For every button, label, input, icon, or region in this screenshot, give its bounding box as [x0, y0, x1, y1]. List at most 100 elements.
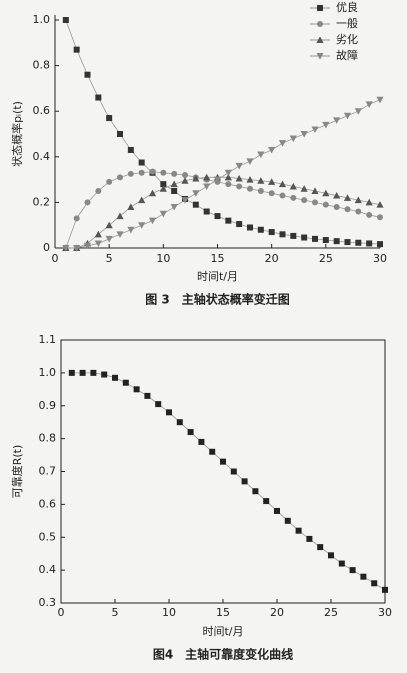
data-point [84, 199, 91, 206]
data-point [94, 230, 102, 238]
x-axis-label: 时间t/月 [197, 270, 238, 283]
data-point [278, 180, 287, 188]
data-point [236, 221, 243, 228]
data-point [360, 573, 367, 580]
data-point [247, 224, 253, 231]
data-point [171, 188, 178, 194]
series-line [65, 99, 381, 249]
data-point [300, 131, 308, 138]
data-point [365, 101, 373, 108]
x-tick-label: 30 [378, 606, 392, 619]
data-point [268, 178, 276, 185]
data-point [138, 159, 145, 166]
x-tick-label: 5 [112, 606, 119, 619]
data-point [382, 586, 388, 593]
data-point [127, 226, 135, 234]
caption: 图4 主轴可靠度变化曲线 [153, 647, 293, 662]
data-point [117, 131, 123, 137]
data-point [366, 240, 373, 247]
data-point [301, 197, 308, 204]
data-point [322, 237, 329, 244]
x-tick-label: 30 [373, 252, 387, 265]
data-point [73, 245, 81, 252]
data-point [317, 544, 324, 551]
legend-label: 故障 [336, 48, 358, 62]
data-point [349, 567, 356, 574]
data-point [170, 203, 178, 211]
data-point [224, 173, 232, 181]
data-point [83, 242, 92, 250]
data-point [257, 177, 265, 184]
data-point [235, 162, 243, 170]
data-point [252, 488, 259, 495]
data-point [127, 203, 135, 210]
data-point [268, 229, 275, 236]
data-point [116, 231, 124, 238]
data-point [366, 211, 373, 218]
data-point [187, 429, 194, 436]
data-point [182, 172, 188, 179]
y-tick-label: 0.8 [33, 59, 51, 72]
y-axis-label: 可靠度R(t) [10, 445, 24, 499]
legend-label: 劣化 [336, 32, 358, 46]
data-point [354, 108, 362, 115]
y-tick-label: 0.6 [33, 104, 51, 117]
data-point [343, 194, 352, 201]
y-tick-label: 0 [43, 241, 50, 254]
series-line [71, 372, 386, 591]
data-point [295, 527, 302, 534]
y-tick-label: 0.4 [33, 150, 51, 163]
data-point [148, 217, 157, 225]
series-line [65, 171, 381, 249]
data-point [73, 46, 80, 53]
data-point [192, 190, 200, 197]
data-point [247, 185, 253, 192]
x-tick-label: 25 [319, 252, 333, 265]
plot-frame [60, 339, 386, 604]
data-point [84, 71, 91, 78]
x-tick-label: 20 [265, 252, 279, 265]
data-point [79, 369, 86, 376]
legend-marker [316, 36, 324, 43]
data-point [322, 201, 329, 208]
data-point [333, 191, 341, 199]
x-tick-label: 5 [106, 252, 113, 265]
data-point [181, 197, 189, 204]
data-point [159, 210, 167, 218]
data-point [144, 392, 151, 399]
data-point [328, 552, 334, 559]
y-tick-label: 0.9 [39, 399, 57, 412]
data-point [155, 401, 162, 408]
data-point [279, 192, 286, 199]
x-tick-label: 15 [211, 252, 225, 265]
data-point [343, 112, 352, 120]
data-point [278, 140, 287, 147]
data-point [117, 174, 123, 181]
data-point [376, 96, 384, 104]
y-tick-label: 0.8 [39, 432, 57, 445]
data-point [235, 174, 243, 182]
data-point [355, 239, 362, 246]
data-point [171, 170, 178, 177]
data-point [214, 213, 221, 220]
data-point [225, 217, 232, 224]
data-point [246, 176, 254, 183]
data-point [333, 203, 340, 210]
data-point [312, 199, 318, 206]
legend-label: 一般 [336, 17, 358, 30]
data-point [311, 187, 319, 194]
data-point [333, 117, 341, 124]
data-point [95, 188, 102, 194]
data-point [192, 174, 200, 182]
data-point [377, 241, 383, 248]
data-point [300, 185, 308, 192]
x-tick-label: 10 [162, 606, 176, 619]
legend-label: 优良 [336, 0, 358, 14]
data-point [365, 198, 373, 206]
data-point [203, 183, 211, 191]
data-point [203, 173, 211, 181]
data-point [257, 188, 264, 194]
x-tick-label: 20 [270, 606, 284, 619]
